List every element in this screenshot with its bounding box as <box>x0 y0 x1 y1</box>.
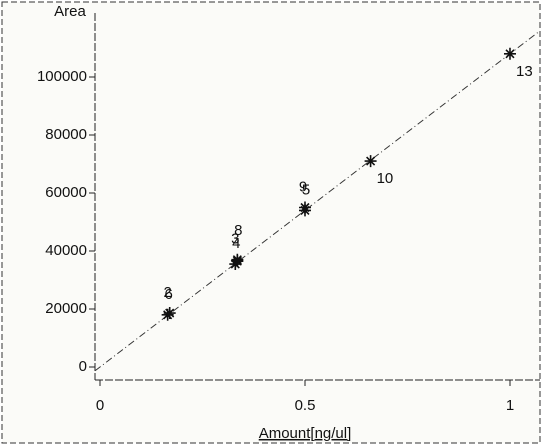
chart: Area Amount[ng/ul] 0 20000 40000 60000 80000… <box>0 0 542 445</box>
y-tick-label: 0 <box>79 358 87 375</box>
y-tick-label: 60000 <box>45 184 87 201</box>
y-tick-label: 80000 <box>45 126 87 143</box>
y-axis-label: Area <box>54 3 86 20</box>
x-tick-label: 1 <box>506 397 514 414</box>
x-tick-label: 0 <box>96 397 104 414</box>
point-label: 8 <box>234 222 242 239</box>
point-label: 13 <box>516 63 533 80</box>
point-label: 10 <box>377 170 394 187</box>
page: Area Amount[ng/ul] 0 20000 40000 60000 80000… <box>0 0 542 445</box>
point-label: 9 <box>299 178 307 195</box>
y-tick-label: 100000 <box>37 68 87 85</box>
y-tick-label: 40000 <box>45 242 87 259</box>
point-label: 2 <box>164 284 172 301</box>
x-tick-label: 0.5 <box>295 397 316 414</box>
x-axis-label: Amount[ng/ul] <box>259 425 352 442</box>
y-tick-label: 20000 <box>45 300 87 317</box>
